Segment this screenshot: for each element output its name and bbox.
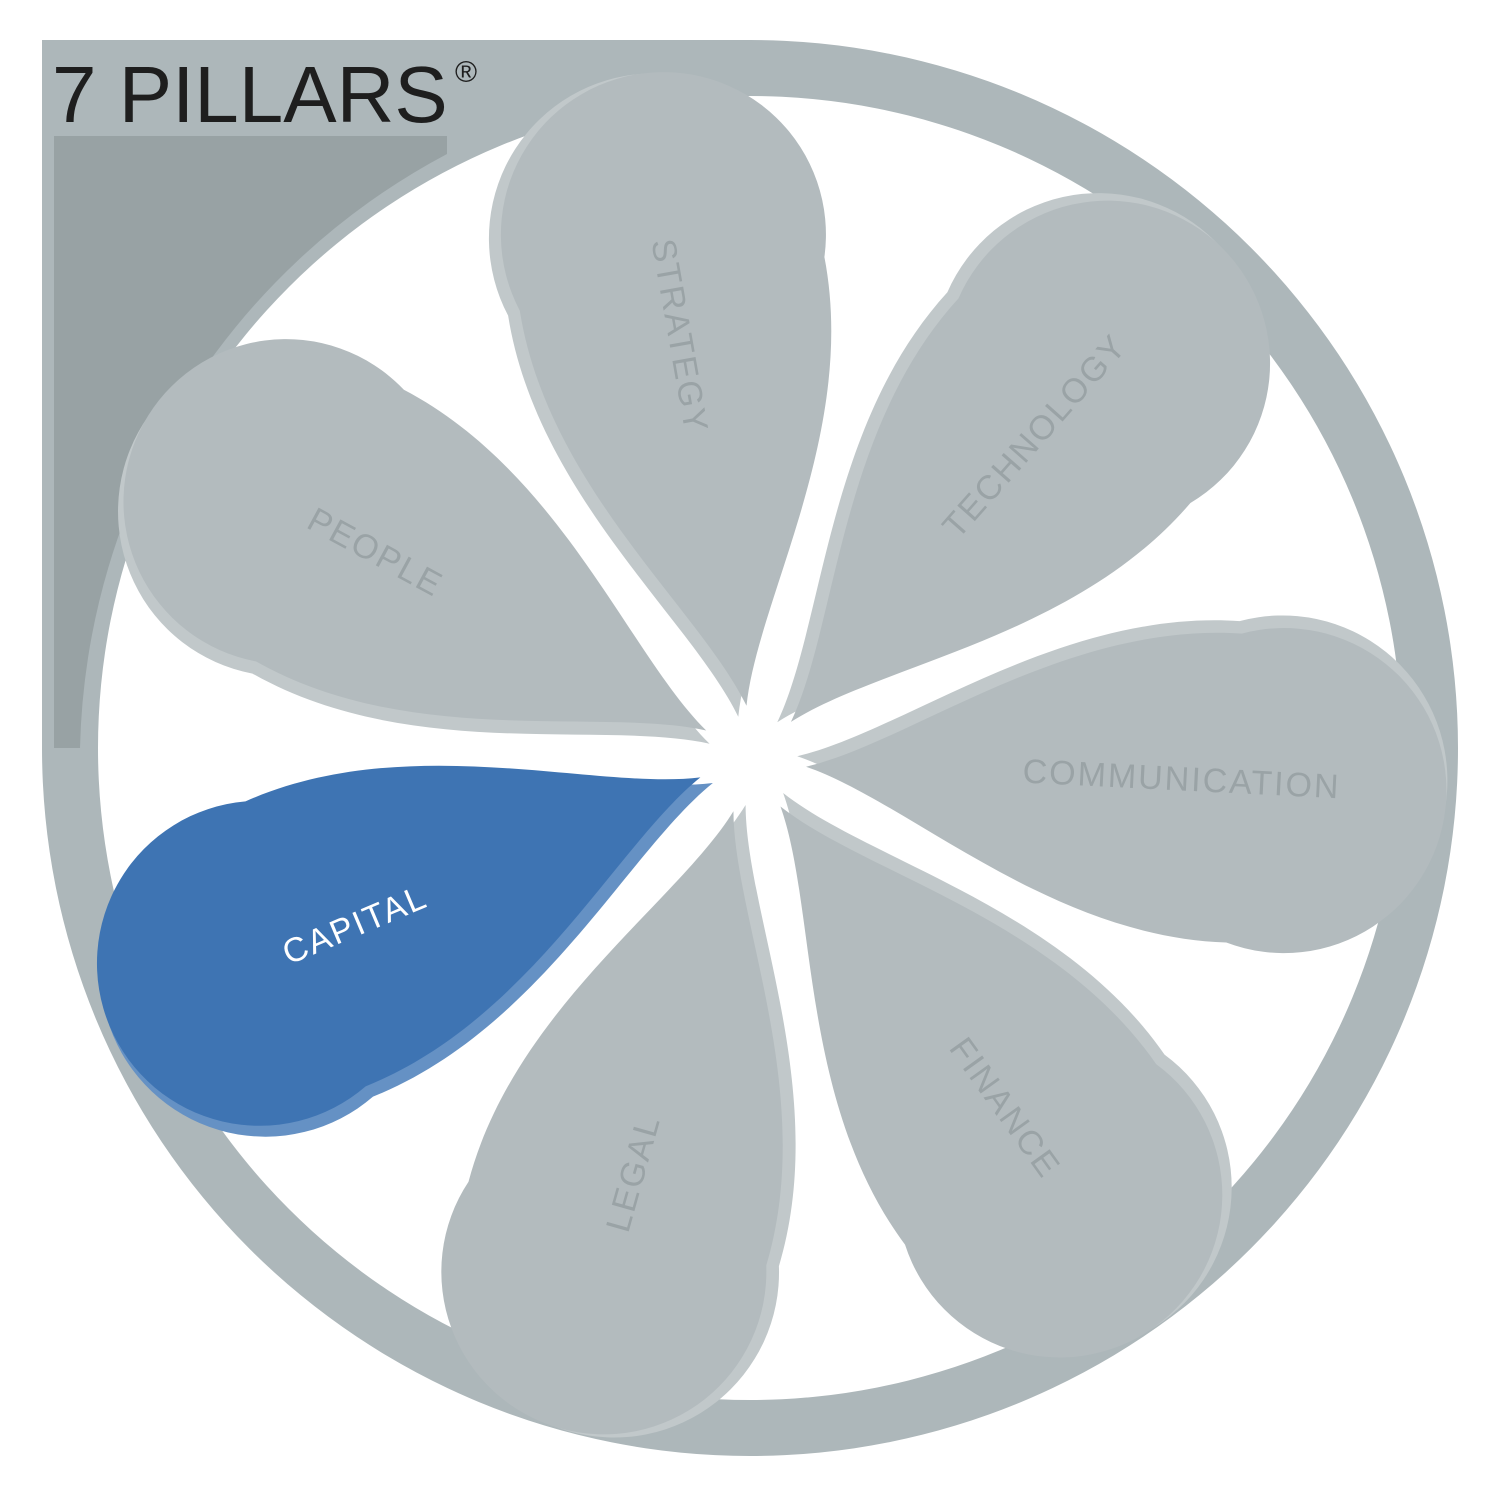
petal-body [441, 811, 783, 1435]
petal-body [123, 339, 707, 731]
petal-body [96, 765, 701, 1126]
corner-panel [54, 136, 447, 748]
petal-body [790, 200, 1271, 722]
petal-body [500, 72, 832, 706]
petal-strategy[interactable]: STRATEGY [463, 46, 908, 745]
petal-communication[interactable]: COMMUNICATION [789, 591, 1456, 961]
brand-title: 7 PILLARS [52, 50, 448, 139]
petal-finance[interactable]: FINANCE [643, 697, 1297, 1422]
petal-technology[interactable]: TECHNOLOGY [654, 125, 1338, 836]
registered-mark: ® [455, 56, 477, 89]
petal-legal[interactable]: LEGAL [403, 758, 904, 1476]
petal-people[interactable]: PEOPLE [59, 281, 792, 889]
petal-body [806, 628, 1447, 954]
petal-body [780, 806, 1223, 1358]
petal-capital[interactable]: CAPITAL [46, 624, 777, 1188]
pillar-petals: STRATEGY TECHNOLOGYCOMMUNICATIONFINANCELE… [46, 46, 1456, 1476]
